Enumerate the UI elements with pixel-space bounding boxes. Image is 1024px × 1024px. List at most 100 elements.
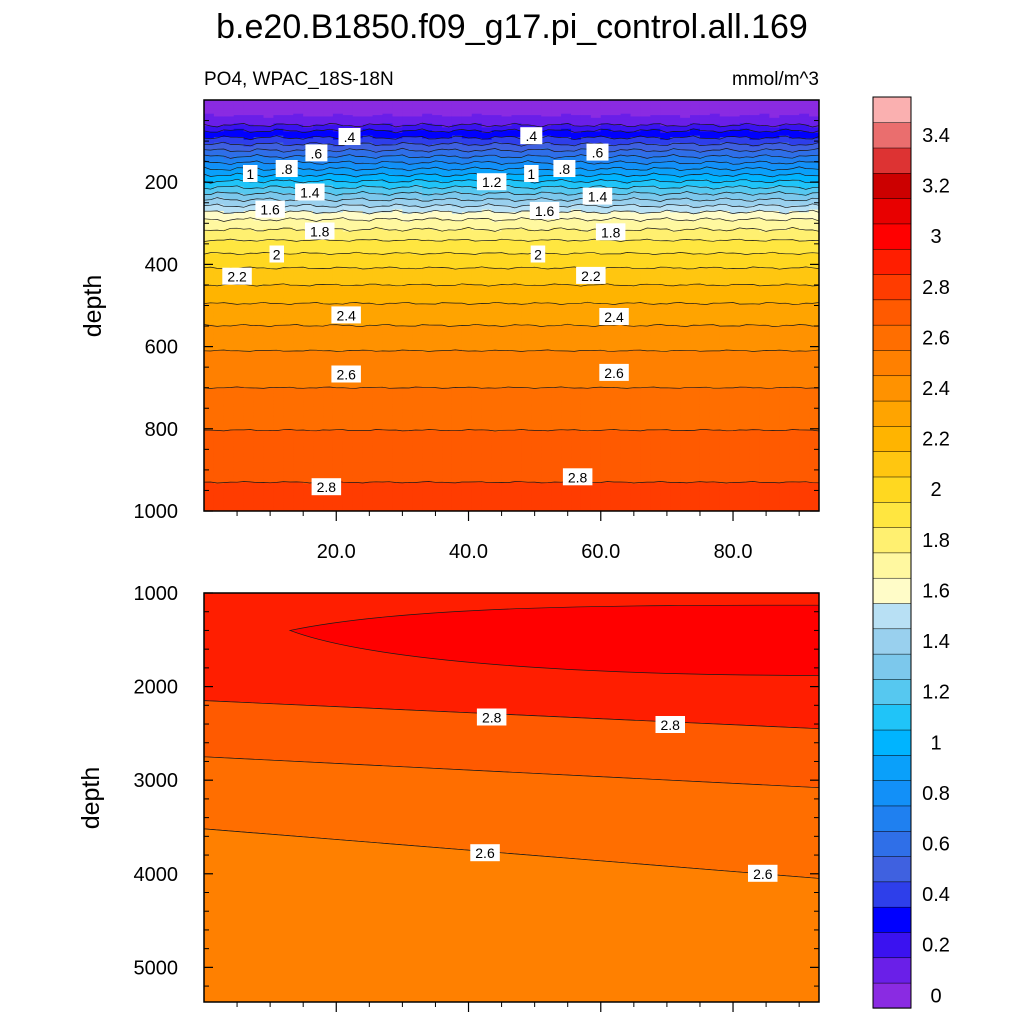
upper-fill-cell <box>243 190 255 193</box>
upper-fill-cell <box>213 404 225 407</box>
upper-fill-cell <box>233 479 245 482</box>
upper-fill-cell <box>223 294 235 297</box>
upper-fill-cell <box>253 408 265 411</box>
upper-fill-cell <box>223 104 235 107</box>
upper-fill-cell <box>243 457 255 460</box>
upper-fill-cell <box>213 241 225 244</box>
upper-fill-cell <box>253 476 265 479</box>
upper-fill-cell <box>233 404 245 407</box>
upper-fill-cell <box>223 141 235 144</box>
upper-fill-cell <box>253 371 265 374</box>
chart-subtitle-units: mmol/m^3 <box>732 69 819 90</box>
upper-fill-cell <box>213 116 225 119</box>
upper-fill-cell <box>233 154 245 157</box>
upper-fill-cell <box>213 346 225 349</box>
upper-fill-cell <box>253 223 265 226</box>
upper-fill-cell <box>233 393 245 396</box>
upper-fill-cell <box>243 182 255 185</box>
upper-fill-cell <box>204 331 215 334</box>
upper-fill-cell <box>213 158 225 161</box>
upper-fill-cell <box>263 161 275 164</box>
upper-fill-cell <box>233 346 245 349</box>
upper-fill-cell <box>233 469 245 472</box>
upper-fill-cell <box>263 271 275 274</box>
upper-fill-cell <box>263 275 275 278</box>
upper-fill-cell <box>263 169 275 172</box>
upper-fill-cell <box>204 320 215 323</box>
upper-fill-cell <box>223 328 235 331</box>
upper-fill-cell <box>243 371 255 374</box>
upper-fill-cell <box>223 476 235 479</box>
upper-fill-cell <box>223 235 235 238</box>
upper-fill-cell <box>243 287 255 290</box>
upper-fill-cell <box>213 138 225 141</box>
upper-fill-cell <box>223 265 235 268</box>
upper-fill-cell <box>204 316 215 319</box>
upper-fill-cell <box>233 445 245 448</box>
upper-fill-cell <box>253 168 265 171</box>
upper-fill-cell <box>233 146 245 149</box>
upper-fill-cell <box>213 232 225 235</box>
upper-fill-cell <box>253 474 265 476</box>
upper-fill-cell <box>253 439 265 442</box>
upper-fill-cell <box>223 136 235 139</box>
upper-fill-cell <box>253 271 265 274</box>
upper-fill-cell <box>263 257 275 260</box>
upper-fill-cell <box>223 250 235 253</box>
upper-fill-cell <box>223 113 235 116</box>
upper-fill-cell <box>243 327 255 330</box>
upper-fill-cell <box>223 469 235 472</box>
upper-fill-cell <box>213 186 225 189</box>
upper-fill-cell <box>223 190 235 193</box>
upper-fill-cell <box>204 447 215 450</box>
upper-fill-cell <box>204 469 215 472</box>
upper-fill-cell <box>233 104 245 107</box>
upper-fill-cell <box>223 331 235 334</box>
upper-fill-cell <box>223 128 235 131</box>
upper-fill-cell <box>253 453 265 456</box>
upper-fill-cell <box>253 242 265 245</box>
upper-fill-cell <box>213 469 225 472</box>
upper-fill-cell <box>263 280 275 283</box>
upper-fill-cell <box>233 102 245 105</box>
upper-fill-cell <box>243 482 255 485</box>
upper-fill-cell <box>204 378 215 381</box>
upper-fill-cell <box>243 158 255 161</box>
upper-fill-cell <box>223 153 235 156</box>
upper-fill-cell <box>243 223 255 226</box>
upper-fill-cell <box>223 195 235 198</box>
upper-fill-cell <box>243 210 255 213</box>
upper-fill-cell <box>253 387 265 390</box>
upper-fill-cell <box>233 116 245 119</box>
upper-fill-cell <box>243 237 255 239</box>
upper-fill-cell <box>223 309 235 312</box>
upper-fill-cell <box>204 243 215 246</box>
upper-fill-cell <box>263 223 275 226</box>
upper-fill-cell <box>223 304 235 307</box>
upper-fill-cell <box>213 315 225 318</box>
upper-fill-cell <box>253 171 265 174</box>
upper-fill-cell <box>233 145 245 148</box>
upper-fill-cell <box>253 261 265 264</box>
upper-fill-cell <box>204 109 215 112</box>
upper-fill-cell <box>204 256 215 259</box>
upper-fill-cell <box>213 223 225 226</box>
upper-fill-cell <box>213 226 225 229</box>
upper-fill-cell <box>253 442 265 445</box>
upper-fill-cell <box>223 297 235 300</box>
upper-fill-cell <box>253 105 265 108</box>
upper-fill-cell <box>213 431 225 434</box>
upper-fill-cell <box>204 379 215 382</box>
upper-fill-cell <box>213 173 225 176</box>
upper-fill-cell <box>204 321 215 324</box>
upper-fill-cell <box>243 284 255 287</box>
upper-fill-cell <box>204 135 215 138</box>
upper-fill-cell <box>253 461 265 464</box>
upper-fill-cell <box>253 363 265 366</box>
upper-fill-cell <box>204 142 215 145</box>
upper-fill-cell <box>233 165 245 168</box>
upper-fill-cell <box>253 386 265 389</box>
upper-fill-cell <box>253 505 265 508</box>
upper-fill-cell <box>223 284 235 287</box>
upper-fill-cell <box>243 335 255 338</box>
